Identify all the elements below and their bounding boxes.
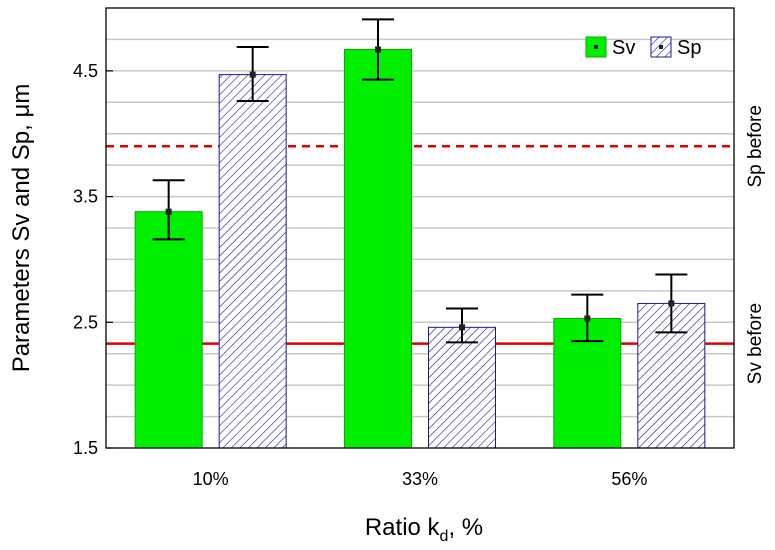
reference-lines bbox=[106, 145, 734, 345]
legend-marker-sp bbox=[659, 45, 663, 49]
bars bbox=[134, 48, 706, 449]
legend-label-sp: Sp bbox=[677, 37, 701, 59]
legend-label-sv: Sv bbox=[612, 37, 635, 59]
mean-marker bbox=[375, 46, 381, 53]
x-axis-label: Ratio kd, % bbox=[365, 514, 483, 545]
y-ticks: 1.5 2.5 3.5 4.5 bbox=[73, 61, 113, 458]
reference-line-label: Sv before bbox=[745, 303, 766, 384]
x-tick-label: 56% bbox=[611, 469, 647, 489]
x-axis-label-tail: , % bbox=[448, 514, 483, 541]
reference-line-label: Sp before bbox=[745, 105, 766, 187]
gridlines bbox=[106, 38, 734, 418]
y-axis-label: Parameters Sv and Sp, μm bbox=[8, 84, 35, 373]
error-bars bbox=[152, 18, 688, 344]
bar-sp bbox=[218, 74, 287, 449]
plot-frame bbox=[105, 7, 735, 449]
mean-marker bbox=[584, 315, 591, 322]
bar-sv bbox=[134, 211, 203, 449]
bar-sp bbox=[428, 326, 496, 449]
mean-marker bbox=[249, 71, 256, 78]
x-tick-label: 33% bbox=[402, 469, 438, 489]
y-tick-label: 3.5 bbox=[73, 187, 98, 207]
y-tick-label: 1.5 bbox=[73, 438, 98, 458]
legend-marker-sv bbox=[594, 45, 598, 49]
bar-sv bbox=[344, 48, 412, 449]
legend: Sv Sp bbox=[585, 36, 701, 59]
x-axis-label-sub: d bbox=[440, 528, 449, 545]
mean-marker bbox=[459, 324, 465, 331]
mean-marker bbox=[165, 208, 172, 215]
x-ticks: 10% 33% 56% bbox=[193, 469, 648, 489]
x-tick-label: 10% bbox=[193, 469, 229, 489]
y-tick-label: 4.5 bbox=[73, 61, 98, 81]
y-tick-label: 2.5 bbox=[73, 312, 98, 332]
right-labels: Sp before Sv before bbox=[745, 105, 766, 384]
mean-marker bbox=[668, 300, 675, 307]
x-axis-label-main: Ratio k bbox=[365, 514, 441, 541]
